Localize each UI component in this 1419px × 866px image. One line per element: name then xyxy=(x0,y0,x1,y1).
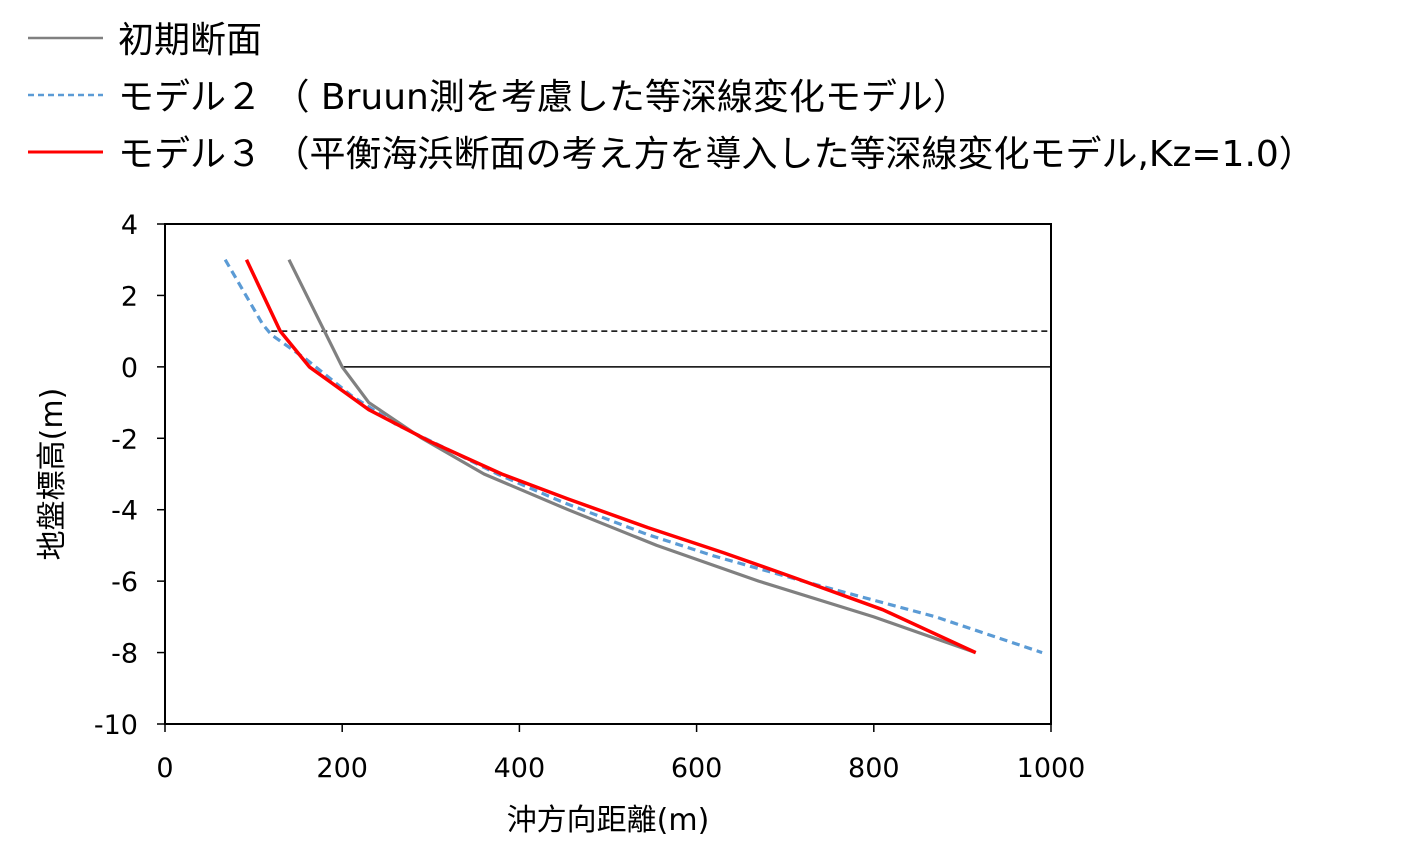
plot-area xyxy=(165,224,1051,724)
x-tick-label-5: 1000 xyxy=(1017,753,1086,784)
x-axis-ticks: 0 200 400 600 800 1000 xyxy=(156,724,1085,784)
reference-lines xyxy=(271,330,1051,368)
y-tick-label-7: -10 xyxy=(94,710,138,741)
y-tick-label-0: 4 xyxy=(121,210,138,241)
x-tick-label-3: 600 xyxy=(671,753,723,784)
x-tick-label-4: 800 xyxy=(848,753,900,784)
y-tick-label-4: -4 xyxy=(111,496,138,527)
y-tick-label-6: -8 xyxy=(111,639,138,670)
y-axis-ticks: 4 2 0 -2 -4 -6 -8 -10 xyxy=(94,210,165,741)
series-line-2 xyxy=(244,258,977,655)
x-tick-label-1: 200 xyxy=(316,753,368,784)
legend-label-0: 初期断面 xyxy=(118,20,262,61)
y-axis-title: 地盤標高(m) xyxy=(35,388,70,561)
y-tick-label-2: 0 xyxy=(121,353,138,384)
series-line-0 xyxy=(287,258,977,655)
x-tick-label-0: 0 xyxy=(156,753,173,784)
legend-label-1: モデル２ （ Bruun測を考慮した等深線変化モデル） xyxy=(118,77,969,118)
plot-frame xyxy=(164,223,1052,725)
series-lines xyxy=(223,258,1043,655)
y-tick-label-5: -6 xyxy=(111,567,138,598)
x-tick-label-2: 400 xyxy=(494,753,546,784)
x-axis-title: 沖方向距離(m) xyxy=(507,803,710,838)
y-tick-label-1: 2 xyxy=(121,281,138,312)
y-tick-label-3: -2 xyxy=(111,424,138,455)
legend-label-2: モデル３ （平衡海浜断面の考え方を導入した等深線変化モデル,Kz=1.0） xyxy=(118,134,1315,175)
